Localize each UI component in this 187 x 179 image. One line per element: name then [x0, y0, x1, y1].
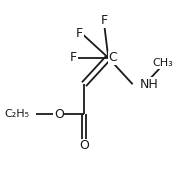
Text: C₂H₅: C₂H₅: [4, 109, 29, 119]
Text: O: O: [54, 108, 64, 121]
Text: F: F: [100, 14, 108, 27]
Text: O: O: [79, 139, 89, 152]
Text: NH: NH: [140, 78, 158, 91]
Text: CH₃: CH₃: [153, 58, 173, 68]
Text: F: F: [70, 51, 77, 64]
Text: C: C: [108, 51, 117, 64]
Text: F: F: [76, 27, 83, 40]
